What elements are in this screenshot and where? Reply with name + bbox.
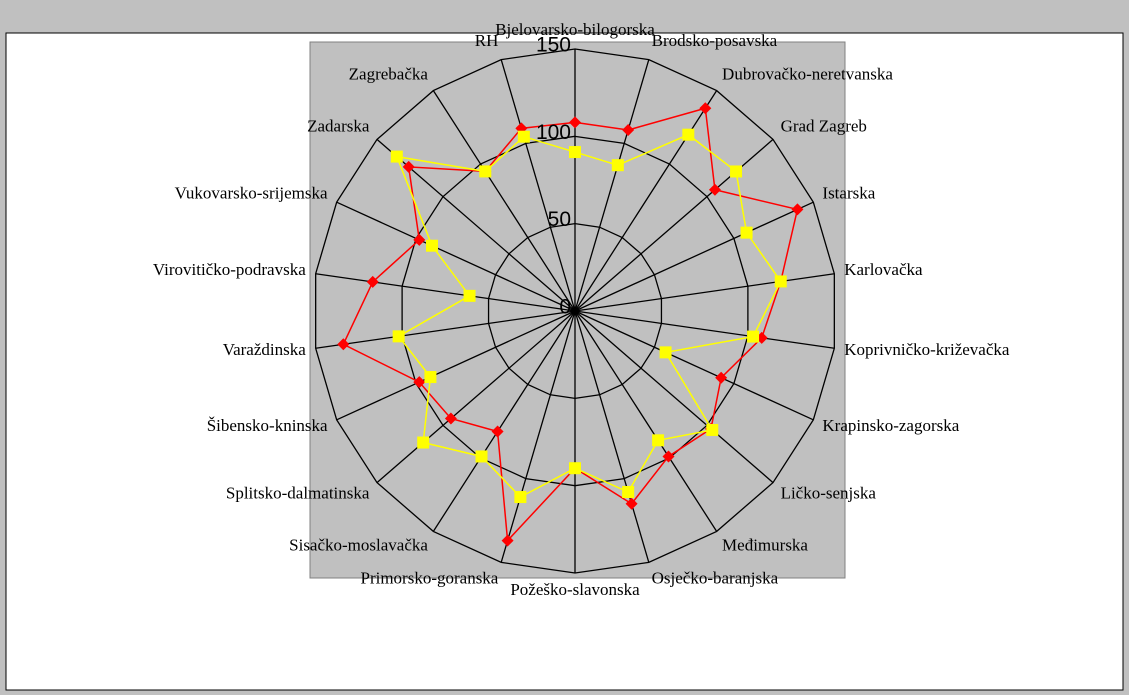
marker — [569, 462, 581, 475]
marker — [413, 376, 426, 389]
spoke — [574, 90, 718, 312]
category-label: Splitsko-dalmatinska — [226, 483, 370, 502]
category-label: Istarska — [822, 184, 875, 203]
marker — [791, 203, 804, 216]
marker — [699, 102, 712, 115]
spoke — [500, 59, 576, 312]
marker — [402, 160, 415, 173]
marker — [740, 226, 753, 239]
marker — [417, 436, 430, 449]
marker — [652, 434, 665, 447]
marker — [337, 338, 350, 351]
category-label: Karlovačka — [844, 260, 923, 279]
marker — [706, 423, 719, 436]
marker — [426, 239, 439, 252]
marker — [625, 497, 638, 510]
category-label: Međimurska — [722, 535, 808, 554]
category-label: Bjelovarsko-bilogorska — [495, 20, 655, 39]
marker — [479, 165, 492, 178]
spoke — [574, 310, 814, 421]
spoke — [376, 310, 576, 484]
spoke — [315, 273, 576, 312]
category-label: Virovitičko-podravska — [153, 260, 306, 279]
category-label: RH — [475, 31, 499, 50]
marker — [569, 146, 581, 159]
spoke — [574, 201, 814, 312]
marker — [622, 485, 635, 498]
marker — [659, 346, 672, 359]
category-label: Primorsko-goranska — [360, 569, 498, 588]
category-label: Zadarska — [307, 117, 370, 136]
marker — [517, 130, 530, 143]
marker — [708, 183, 721, 196]
category-label: Sisačko-moslavačka — [289, 535, 428, 554]
category-label: Ličko-senjska — [781, 483, 877, 502]
marker — [622, 124, 635, 137]
marker — [424, 371, 437, 384]
y-tick-label: 50 — [548, 208, 571, 231]
category-label: Krapinsko-zagorska — [822, 416, 959, 435]
marker — [444, 412, 457, 425]
marker — [390, 150, 403, 163]
marker — [662, 450, 675, 463]
marker — [514, 491, 527, 504]
category-label: Vukovarsko-srijemska — [175, 184, 328, 203]
y-tick-label: 150 — [536, 34, 571, 57]
marker — [413, 233, 426, 246]
marker — [715, 371, 728, 384]
category-label: Varaždinska — [223, 340, 307, 359]
marker — [774, 275, 787, 288]
category-label: Šibensko-kninska — [207, 416, 328, 435]
category-label: Požeško-slavonska — [510, 580, 640, 599]
marker — [682, 128, 695, 141]
marker — [747, 330, 760, 343]
y-tick-label: 0 — [559, 296, 571, 319]
marker — [491, 425, 504, 438]
category-label: Koprivničko-križevačka — [844, 340, 1010, 359]
spoke — [574, 310, 650, 563]
marker — [501, 534, 514, 547]
category-label: Osječko-baranjska — [652, 569, 779, 588]
spoke — [336, 201, 576, 312]
spoke — [500, 310, 576, 563]
marker — [611, 159, 624, 172]
spoke — [432, 90, 576, 312]
category-label: Zagrebačka — [349, 64, 429, 83]
spoke — [574, 310, 774, 484]
y-tick-label: 100 — [536, 121, 571, 144]
spoke — [574, 310, 718, 532]
category-label: Grad Zagreb — [781, 117, 867, 136]
marker — [569, 116, 581, 129]
marker — [366, 275, 379, 288]
spoke — [574, 310, 835, 349]
spoke — [336, 310, 576, 421]
marker — [475, 450, 488, 463]
marker — [392, 330, 405, 343]
category-label: Dubrovačko-neretvanska — [722, 64, 893, 83]
spoke — [315, 310, 576, 349]
marker — [730, 165, 743, 178]
spoke — [574, 273, 835, 312]
category-label: Brodsko-posavska — [652, 31, 778, 50]
marker — [463, 289, 476, 302]
spoke — [574, 59, 650, 312]
spoke — [432, 310, 576, 532]
